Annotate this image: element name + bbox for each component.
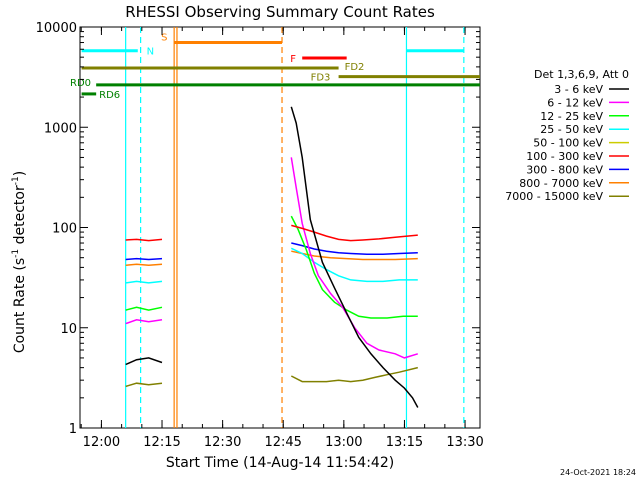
state-bars: NS F FD2 FD3 RD0 RD6 <box>70 33 480 101</box>
series-6-12-kev-segment-0 <box>125 319 163 325</box>
y-axis-label: Count Rate (s-1 detector-1) <box>11 171 28 353</box>
series-12-25-kev-segment-0 <box>125 306 163 311</box>
chart-title: RHESSI Observing Summary Count Rates <box>125 3 435 21</box>
legend-entry-label: 800 - 7000 keV <box>519 177 603 190</box>
state-label-n: N <box>147 47 154 58</box>
series-100-300-kev-segment-0 <box>125 238 163 242</box>
state-label-s: S <box>161 33 167 44</box>
legend-entry-label: 12 - 25 keV <box>540 110 603 123</box>
legend-entry-label: 300 - 800 keV <box>526 163 603 176</box>
state-label-f: F <box>290 54 296 65</box>
y-tick-label: 100 <box>52 222 77 237</box>
plot-frame <box>79 26 481 429</box>
series-7000-15000-kev-segment-1 <box>290 366 418 383</box>
x-tick-label: 12:15 <box>143 435 180 450</box>
y-tick-label: 10 <box>60 322 77 337</box>
x-tick-label: 12:30 <box>204 435 241 450</box>
series-lines <box>125 106 419 408</box>
legend-entry-label: 6 - 12 keV <box>547 96 603 109</box>
series-12-25-kev-segment-1 <box>290 215 418 319</box>
series-300-800-kev-segment-0 <box>125 257 163 261</box>
axis-ticks: 1 10 100 1000 10000 12:00 12:15 12:30 12:45 13:00… <box>36 21 484 450</box>
series-7000-15000-kev-segment-0 <box>125 382 163 388</box>
x-axis-label: Start Time (14-Aug-14 11:54:42) <box>166 455 394 471</box>
plot-area-border <box>79 26 481 429</box>
state-label-rd0: RD0 <box>70 78 91 89</box>
vertical-markers <box>125 27 465 428</box>
x-tick-label: 12:45 <box>264 435 301 450</box>
legend-entry-label: 25 - 50 keV <box>540 123 603 136</box>
series-3-6-kev-segment-1 <box>290 106 419 408</box>
x-tick-label: 13:00 <box>325 435 362 450</box>
series-3-6-kev-segment-0 <box>125 357 163 366</box>
x-tick-label: 13:30 <box>446 435 483 450</box>
state-label-fd3: FD3 <box>311 73 331 84</box>
series-800-7000-kev-segment-1 <box>291 250 418 261</box>
series-800-7000-kev-segment-0 <box>125 263 163 267</box>
series-25-50-kev-segment-0 <box>125 280 163 284</box>
x-tick-label: 12:00 <box>83 435 120 450</box>
footer-timestamp: 24-Oct-2021 18:24 <box>560 468 636 477</box>
x-tick-label: 13:15 <box>386 435 423 450</box>
y-tick-label: 1000 <box>44 121 77 136</box>
state-label-fd2: FD2 <box>345 62 365 73</box>
legend-title: Det 1,3,6,9, Att 0 <box>534 68 629 81</box>
legend-entry-label: 3 - 6 keV <box>554 83 603 96</box>
legend-entry-label: 100 - 300 keV <box>526 150 603 163</box>
series-100-300-kev-segment-1 <box>291 224 418 242</box>
y-tick-label: 10000 <box>36 21 77 36</box>
legend-entry-label: 7000 - 15000 keV <box>505 190 603 203</box>
series-6-12-kev-segment-1 <box>290 157 419 359</box>
legend-entry-label: 50 - 100 keV <box>533 137 603 150</box>
series-25-50-kev-segment-1 <box>290 247 418 283</box>
state-label-rd6: RD6 <box>99 90 120 101</box>
y-tick-label: 1 <box>69 422 77 437</box>
